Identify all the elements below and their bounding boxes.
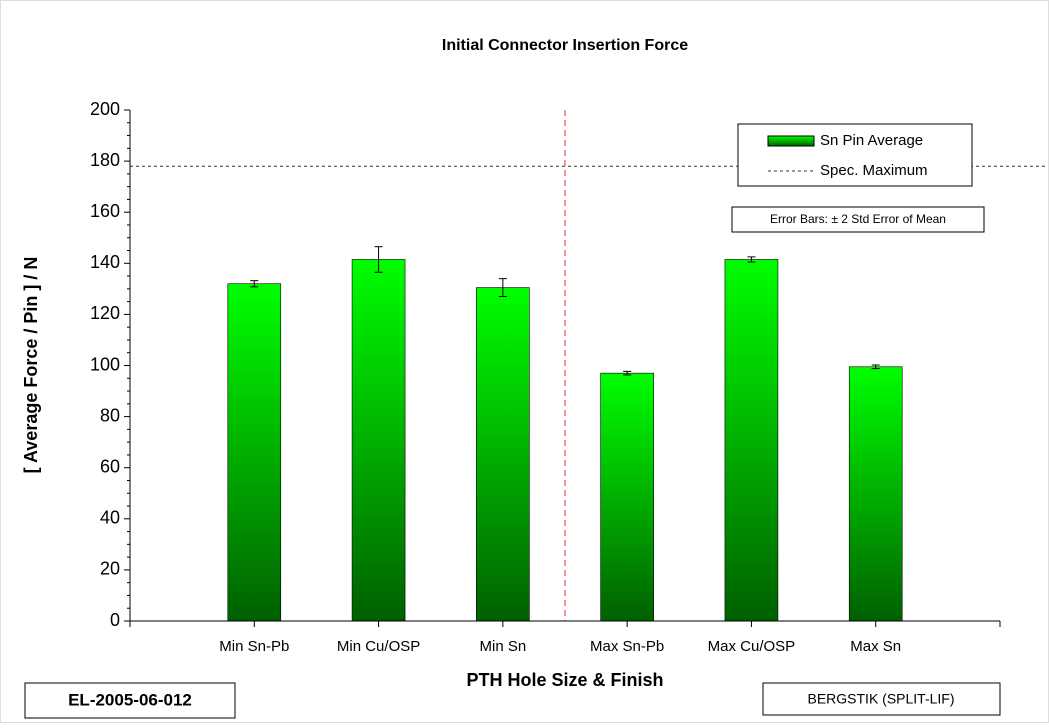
- x-axis-label: PTH Hole Size & Finish: [466, 670, 663, 690]
- legend: [737, 123, 973, 187]
- footer-box: [24, 682, 236, 719]
- error-note: Error Bars: ± 2 Std Error of Mean: [770, 212, 946, 226]
- chart-title: Initial Connector Insertion Force: [442, 37, 688, 54]
- bar: [724, 259, 779, 622]
- x-tick-label: Max Sn: [850, 638, 901, 655]
- bar: [227, 283, 282, 622]
- bar: [600, 372, 654, 622]
- legend-label: Spec. Maximum: [820, 162, 928, 179]
- y-tick-label: 0: [110, 610, 120, 630]
- bar: [848, 366, 903, 622]
- footer-right: BERGSTIK (SPLIT-LIF): [807, 691, 954, 707]
- y-tick-label: 40: [100, 508, 120, 528]
- bar: [476, 287, 530, 622]
- x-tick-label: Max Sn-Pb: [590, 638, 664, 655]
- y-tick-label: 20: [100, 559, 120, 579]
- y-axis-label: [ Average Force / Pin ] / N: [21, 257, 41, 474]
- legend-swatch: [767, 135, 815, 147]
- y-tick-label: 200: [90, 99, 120, 119]
- y-tick-label: 120: [90, 303, 120, 323]
- y-tick-label: 180: [90, 150, 120, 170]
- bar: [351, 259, 406, 622]
- y-tick-label: 160: [90, 201, 120, 221]
- x-tick-label: Min Cu/OSP: [337, 638, 420, 655]
- legend-label: Sn Pin Average: [820, 132, 923, 149]
- footer-box: [762, 682, 1001, 716]
- x-tick-label: Max Cu/OSP: [708, 638, 796, 655]
- x-tick-label: Min Sn-Pb: [219, 638, 289, 655]
- y-tick-label: 60: [100, 456, 120, 476]
- x-tick-label: Min Sn: [480, 638, 527, 655]
- y-tick-label: 140: [90, 252, 120, 272]
- footer-left: EL-2005-06-012: [68, 690, 192, 709]
- y-tick-label: 80: [100, 405, 120, 425]
- y-tick-label: 100: [90, 354, 120, 374]
- error-note-box: [731, 206, 985, 233]
